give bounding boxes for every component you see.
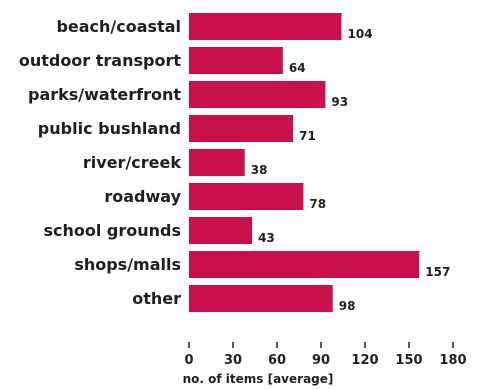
x-tick-label-120: 120 [351, 353, 378, 368]
category-label-outdoor-transport: outdoor transport [19, 51, 182, 70]
bars-group [189, 13, 420, 312]
value-label-public-bushland: 71 [299, 129, 316, 143]
value-label-other: 98 [339, 299, 356, 313]
value-label-river-creek: 38 [251, 163, 268, 177]
bar-river-creek [189, 149, 245, 176]
category-labels-group: beach/coastal outdoor transport parks/wate… [19, 17, 182, 308]
category-label-public-bushland: public bushland [38, 119, 181, 138]
x-axis-title: no. of items [average] [183, 372, 334, 386]
x-tick-label-90: 90 [312, 353, 330, 368]
category-label-roadway: roadway [104, 187, 181, 206]
category-label-beach-coastal: beach/coastal [56, 17, 181, 36]
bar-other [189, 285, 333, 312]
x-tick-label-60: 60 [268, 353, 286, 368]
bar-beach-coastal [189, 13, 342, 40]
bar-outdoor-transport [189, 47, 283, 74]
category-label-other: other [132, 289, 181, 308]
value-label-parks-waterfront: 93 [331, 95, 348, 109]
value-label-outdoor-transport: 64 [289, 61, 306, 75]
bar-school-grounds [189, 217, 253, 244]
x-axis: 0 30 60 90 120 150 180 [184, 342, 467, 368]
bar-parks-waterfront [189, 81, 326, 108]
x-tick-label-0: 0 [184, 353, 193, 368]
category-label-shops-malls: shops/malls [74, 255, 181, 274]
value-label-beach-coastal: 104 [348, 27, 373, 41]
x-tick-label-150: 150 [395, 353, 422, 368]
category-label-parks-waterfront: parks/waterfront [28, 85, 181, 104]
bar-roadway [189, 183, 304, 210]
category-label-school-grounds: school grounds [43, 221, 181, 240]
bar-shops-malls [189, 251, 420, 278]
x-tick-label-180: 180 [439, 353, 466, 368]
value-label-school-grounds: 43 [258, 231, 275, 245]
bar-public-bushland [189, 115, 294, 142]
category-label-river-creek: river/creek [83, 153, 181, 172]
value-label-roadway: 78 [309, 197, 326, 211]
value-label-shops-malls: 157 [425, 265, 450, 279]
value-labels-group: 104 64 93 71 38 78 43 157 98 [251, 27, 451, 313]
x-tick-label-30: 30 [224, 353, 242, 368]
